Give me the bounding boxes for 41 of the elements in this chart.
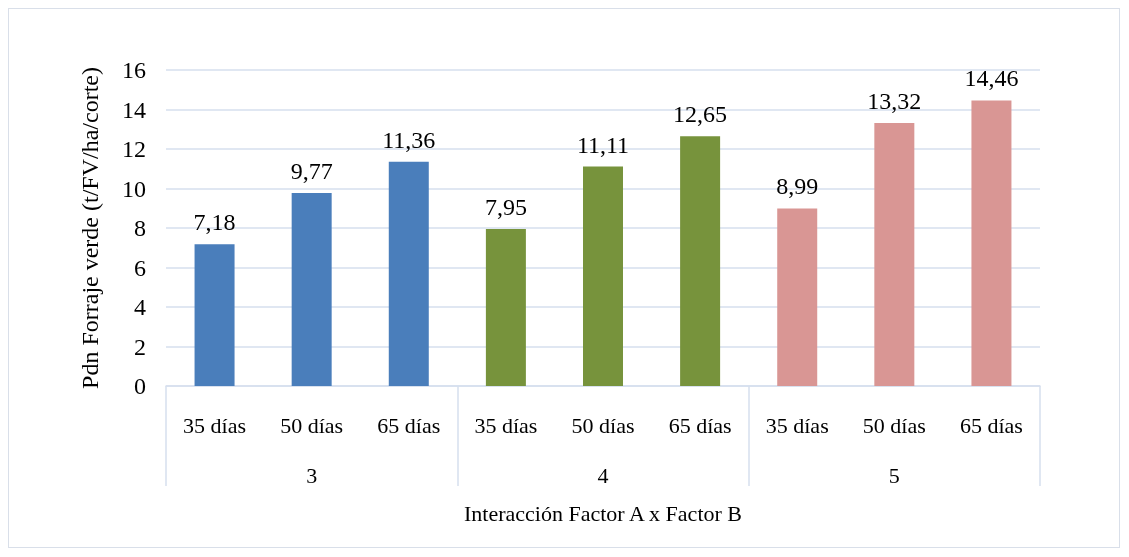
y-tick-label: 0 <box>134 373 146 399</box>
y-tick-label: 2 <box>134 333 146 360</box>
x-axis-title: Interacción Factor A x Factor B <box>464 500 742 526</box>
data-label: 11,36 <box>382 126 436 153</box>
y-tick-label: 6 <box>134 254 146 281</box>
x-tick-label: 35 días <box>183 412 247 438</box>
x-tick-label: 65 días <box>377 412 441 438</box>
text: 5 <box>888 462 900 488</box>
bar <box>583 166 623 386</box>
data-label: 9,77 <box>290 158 333 185</box>
y-tick-label: 8 <box>134 215 146 241</box>
bar <box>680 136 721 386</box>
x-tick-label: 35 días <box>765 412 829 438</box>
x-tick-label: 50 días <box>571 412 635 438</box>
bar <box>777 208 818 386</box>
x-tick-label: 50 días <box>280 412 344 438</box>
data-label: 12,65 <box>673 101 728 128</box>
x-tick-label: 65 días <box>959 412 1023 438</box>
data-label: 7,95 <box>484 193 527 220</box>
bar <box>388 161 429 386</box>
y-tick-label: 16 <box>122 57 146 83</box>
data-label: 7,18 <box>193 209 236 236</box>
x-tick-label: 65 días <box>668 412 732 438</box>
data-label: 13,32 <box>867 87 922 114</box>
bar <box>485 228 526 386</box>
x-tick-label: 50 días <box>862 412 926 438</box>
y-tick-label: 14 <box>122 96 146 123</box>
y-tick-label: 12 <box>122 136 146 162</box>
bar <box>874 122 915 386</box>
text: 3 <box>306 462 318 488</box>
x-tick-label: 35 días <box>474 412 538 438</box>
bar <box>194 244 235 386</box>
text: 4 <box>597 462 609 488</box>
data-label: 8,99 <box>776 173 819 200</box>
y-axis-title: Pdn Forraje verde (t/FV/ha/corte) <box>77 67 103 389</box>
y-tick-label: 10 <box>122 175 146 202</box>
bar <box>291 193 332 386</box>
data-label: 11,11 <box>576 131 630 158</box>
bar <box>971 100 1012 386</box>
data-label: 14,46 <box>964 65 1019 92</box>
y-tick-label: 4 <box>134 294 146 320</box>
